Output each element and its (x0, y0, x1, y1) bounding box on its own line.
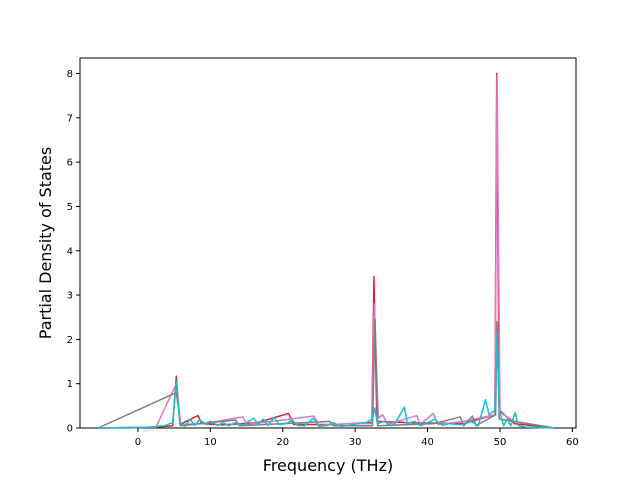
x-tick-label: 20 (276, 437, 289, 448)
x-axis-ticks: 0 10 20 30 40 50 60 (135, 428, 579, 448)
plot-area (79, 57, 577, 429)
x-tick-label: 10 (204, 437, 217, 448)
y-tick-label: 1 (67, 379, 73, 390)
y-axis-label: Partial Density of States (36, 147, 55, 339)
x-tick-label: 60 (566, 437, 579, 448)
y-tick-label: 5 (67, 202, 73, 213)
x-tick-label: 50 (494, 437, 507, 448)
y-tick-label: 2 (67, 335, 73, 346)
y-tick-label: 0 (67, 424, 73, 435)
x-tick-label: 30 (349, 437, 362, 448)
y-tick-label: 3 (67, 291, 73, 302)
y-axis-ticks: 0 1 2 3 4 5 6 7 8 (67, 69, 80, 435)
x-axis-label: Frequency (THz) (263, 456, 393, 475)
y-tick-label: 4 (67, 246, 73, 257)
series-line-2 (97, 318, 555, 429)
series-lines (97, 72, 555, 429)
y-tick-label: 7 (67, 113, 73, 124)
x-tick-label: 40 (421, 437, 434, 448)
series-line-3 (98, 331, 555, 429)
y-tick-label: 8 (67, 69, 73, 80)
y-tick-label: 6 (67, 158, 73, 169)
x-tick-label: 0 (135, 437, 141, 448)
